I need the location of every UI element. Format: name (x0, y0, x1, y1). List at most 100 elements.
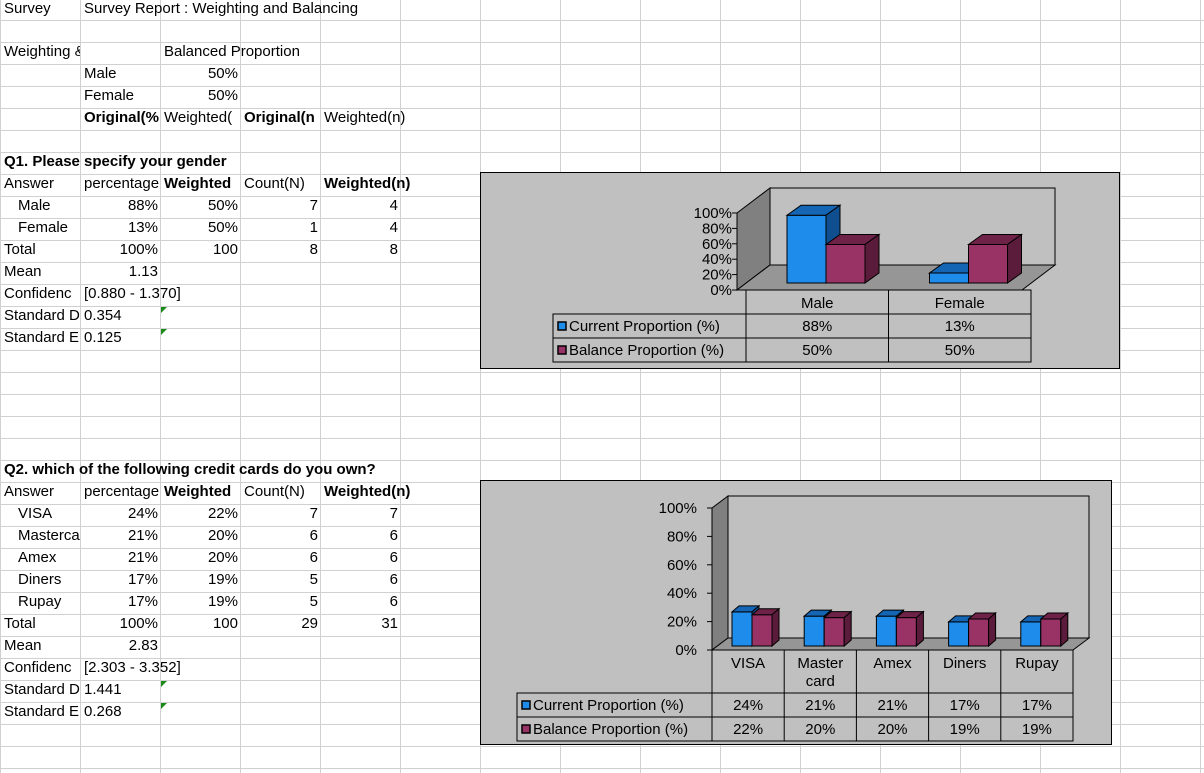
q2-answer-value[interactable]: 19% (207, 571, 238, 588)
q1-question[interactable]: Q1. Please specify your gender (4, 153, 227, 170)
q1-total-2[interactable]: 100 (212, 241, 238, 258)
q2-answer-value[interactable]: 19% (207, 593, 238, 610)
q1-answer-label[interactable]: Male (18, 197, 51, 214)
q2-answer-label[interactable]: VISA (18, 505, 53, 522)
q2-answer-value[interactable]: 20% (207, 549, 238, 566)
q2-answer-value[interactable]: 7 (389, 505, 398, 522)
q2-answer-value[interactable]: 24% (127, 505, 158, 522)
q2-answer-value[interactable]: 22% (207, 505, 238, 522)
q2-header-3[interactable]: Count(N) (244, 483, 305, 500)
q1-mean-value[interactable]: 1.13 (128, 263, 158, 280)
q2-answer-value[interactable]: 6 (389, 593, 398, 610)
q2-answer-value[interactable]: 17% (127, 571, 158, 588)
q2-std-dev-value[interactable]: 1.441 (84, 681, 122, 698)
column-original-pct[interactable]: Original(% (84, 109, 160, 126)
q2-answer-value[interactable]: 5 (309, 571, 318, 588)
q2-answer-label[interactable]: Masterca (18, 527, 80, 544)
q1-chart[interactable]: 0%20%40%60%80%100% Male Female Current Prop… (480, 172, 1120, 369)
column-original-n[interactable]: Original(n (244, 109, 315, 126)
q1-std-err-label[interactable]: Standard E (4, 329, 80, 346)
weighting-female-value[interactable]: 50% (207, 87, 238, 104)
q1-mean-label[interactable]: Mean (4, 263, 42, 280)
q2-mean-label[interactable]: Mean (4, 637, 42, 654)
q1-total-0[interactable]: Total (4, 241, 36, 258)
q1-answer-value[interactable]: 88% (127, 197, 158, 214)
q2-answer-label[interactable]: Rupay (18, 593, 62, 610)
q1-answer-value[interactable]: 13% (127, 219, 158, 236)
q2-answer-value[interactable]: 21% (127, 549, 158, 566)
weighting-female-label[interactable]: Female (84, 87, 135, 104)
q2-total-4[interactable]: 31 (381, 615, 398, 632)
q1-header-3[interactable]: Count(N) (244, 175, 305, 192)
q1-total-3[interactable]: 8 (309, 241, 318, 258)
q2-answer-label[interactable]: Amex (18, 549, 57, 566)
q1-confidence-label[interactable]: Confidenc (4, 285, 72, 302)
weighting-label[interactable]: Weighting & Balancin (4, 43, 80, 60)
q2-header-0[interactable]: Answer (4, 483, 55, 500)
q1-confidence-value[interactable]: [0.880 - 1.370] (84, 285, 181, 302)
q1-answer-value[interactable]: 7 (309, 197, 318, 214)
q2-answer-value[interactable]: 6 (389, 571, 398, 588)
data-table-value: 22% (733, 721, 763, 738)
data-table-value: 21% (805, 697, 835, 714)
q2-answer-value[interactable]: 7 (309, 505, 318, 522)
weighting-male-value[interactable]: 50% (207, 65, 238, 82)
bar-front (968, 244, 1008, 284)
q2-total-3[interactable]: 29 (301, 615, 318, 632)
q2-header-2[interactable]: Weighted (164, 483, 232, 500)
q1-answer-value[interactable]: 50% (207, 197, 238, 214)
y-tick-label: 100% (659, 500, 697, 517)
q1-header-4[interactable]: Weighted(n) (324, 175, 411, 192)
bar-balance-master-card (822, 610, 853, 648)
bar-front (968, 618, 990, 647)
column-weighted-n[interactable]: Weighted(n) (324, 109, 406, 126)
q2-std-dev-label[interactable]: Standard D (4, 681, 80, 698)
q2-answer-value[interactable]: 6 (389, 527, 398, 544)
category-label: Rupay (1015, 655, 1059, 672)
q2-chart[interactable]: 0% 20% 40% 60% 80% 100% VISA Master card Amex Dine… (480, 480, 1112, 745)
q2-answer-value[interactable]: 17% (127, 593, 158, 610)
q2-answer-value[interactable]: 21% (127, 527, 158, 544)
q1-answer-value[interactable]: 1 (309, 219, 318, 236)
y-tick-label: 80% (702, 220, 732, 237)
q1-header-1[interactable]: percentage (84, 175, 160, 192)
q2-answer-label[interactable]: Diners (18, 571, 62, 588)
q1-answer-label[interactable]: Female (18, 219, 69, 236)
q2-answer-value[interactable]: 6 (389, 549, 398, 566)
bar-side (843, 610, 852, 648)
q2-question[interactable]: Q2. which of the following credit cards … (4, 461, 376, 478)
q1-total-1[interactable]: 100% (119, 241, 158, 258)
q2-answer-value[interactable]: 20% (207, 527, 238, 544)
balanced-proportion-label[interactable]: Balanced Proportion (164, 43, 300, 60)
q1-header-2[interactable]: Weighted (164, 175, 232, 192)
q2-answer-value[interactable]: 6 (309, 549, 318, 566)
q1-header-0[interactable]: Answer (4, 175, 55, 192)
q2-answer-value[interactable]: 5 (309, 593, 318, 610)
q1-std-dev-label[interactable]: Standard D (4, 307, 80, 324)
q1-std-err-value[interactable]: 0.125 (84, 329, 122, 346)
weighting-male-label[interactable]: Male (84, 65, 117, 82)
q2-confidence-value[interactable]: [2.303 - 3.352] (84, 659, 181, 676)
q2-total-2[interactable]: 100 (212, 615, 238, 632)
q2-std-err-value[interactable]: 0.268 (84, 703, 122, 720)
q1-answer-value[interactable]: 4 (389, 219, 398, 236)
q1-total-4[interactable]: 8 (389, 241, 398, 258)
q2-answer-value[interactable]: 6 (309, 527, 318, 544)
report-title[interactable]: Survey Report : Weighting and Balancing (84, 0, 359, 17)
q1-answer-value[interactable]: 4 (389, 197, 398, 214)
sheet-name-cell[interactable]: Survey (4, 0, 51, 17)
column-weighted-pct[interactable]: Weighted( (164, 109, 233, 126)
bar-side (771, 607, 780, 648)
q2-mean-value[interactable]: 2.83 (128, 637, 158, 654)
q2-total-1[interactable]: 100% (119, 615, 158, 632)
q2-confidence-label[interactable]: Confidenc (4, 659, 72, 676)
q1-std-dev-value[interactable]: 0.354 (84, 307, 122, 324)
q1-answer-value[interactable]: 50% (207, 219, 238, 236)
category-label: Amex (873, 655, 912, 672)
q2-header-4[interactable]: Weighted(n) (324, 483, 411, 500)
q2-header-1[interactable]: percentage (84, 483, 160, 500)
data-table-value: 20% (877, 721, 907, 738)
q2-total-0[interactable]: Total (4, 615, 36, 632)
note-marker-icon (161, 681, 167, 687)
q2-std-err-label[interactable]: Standard E (4, 703, 80, 720)
